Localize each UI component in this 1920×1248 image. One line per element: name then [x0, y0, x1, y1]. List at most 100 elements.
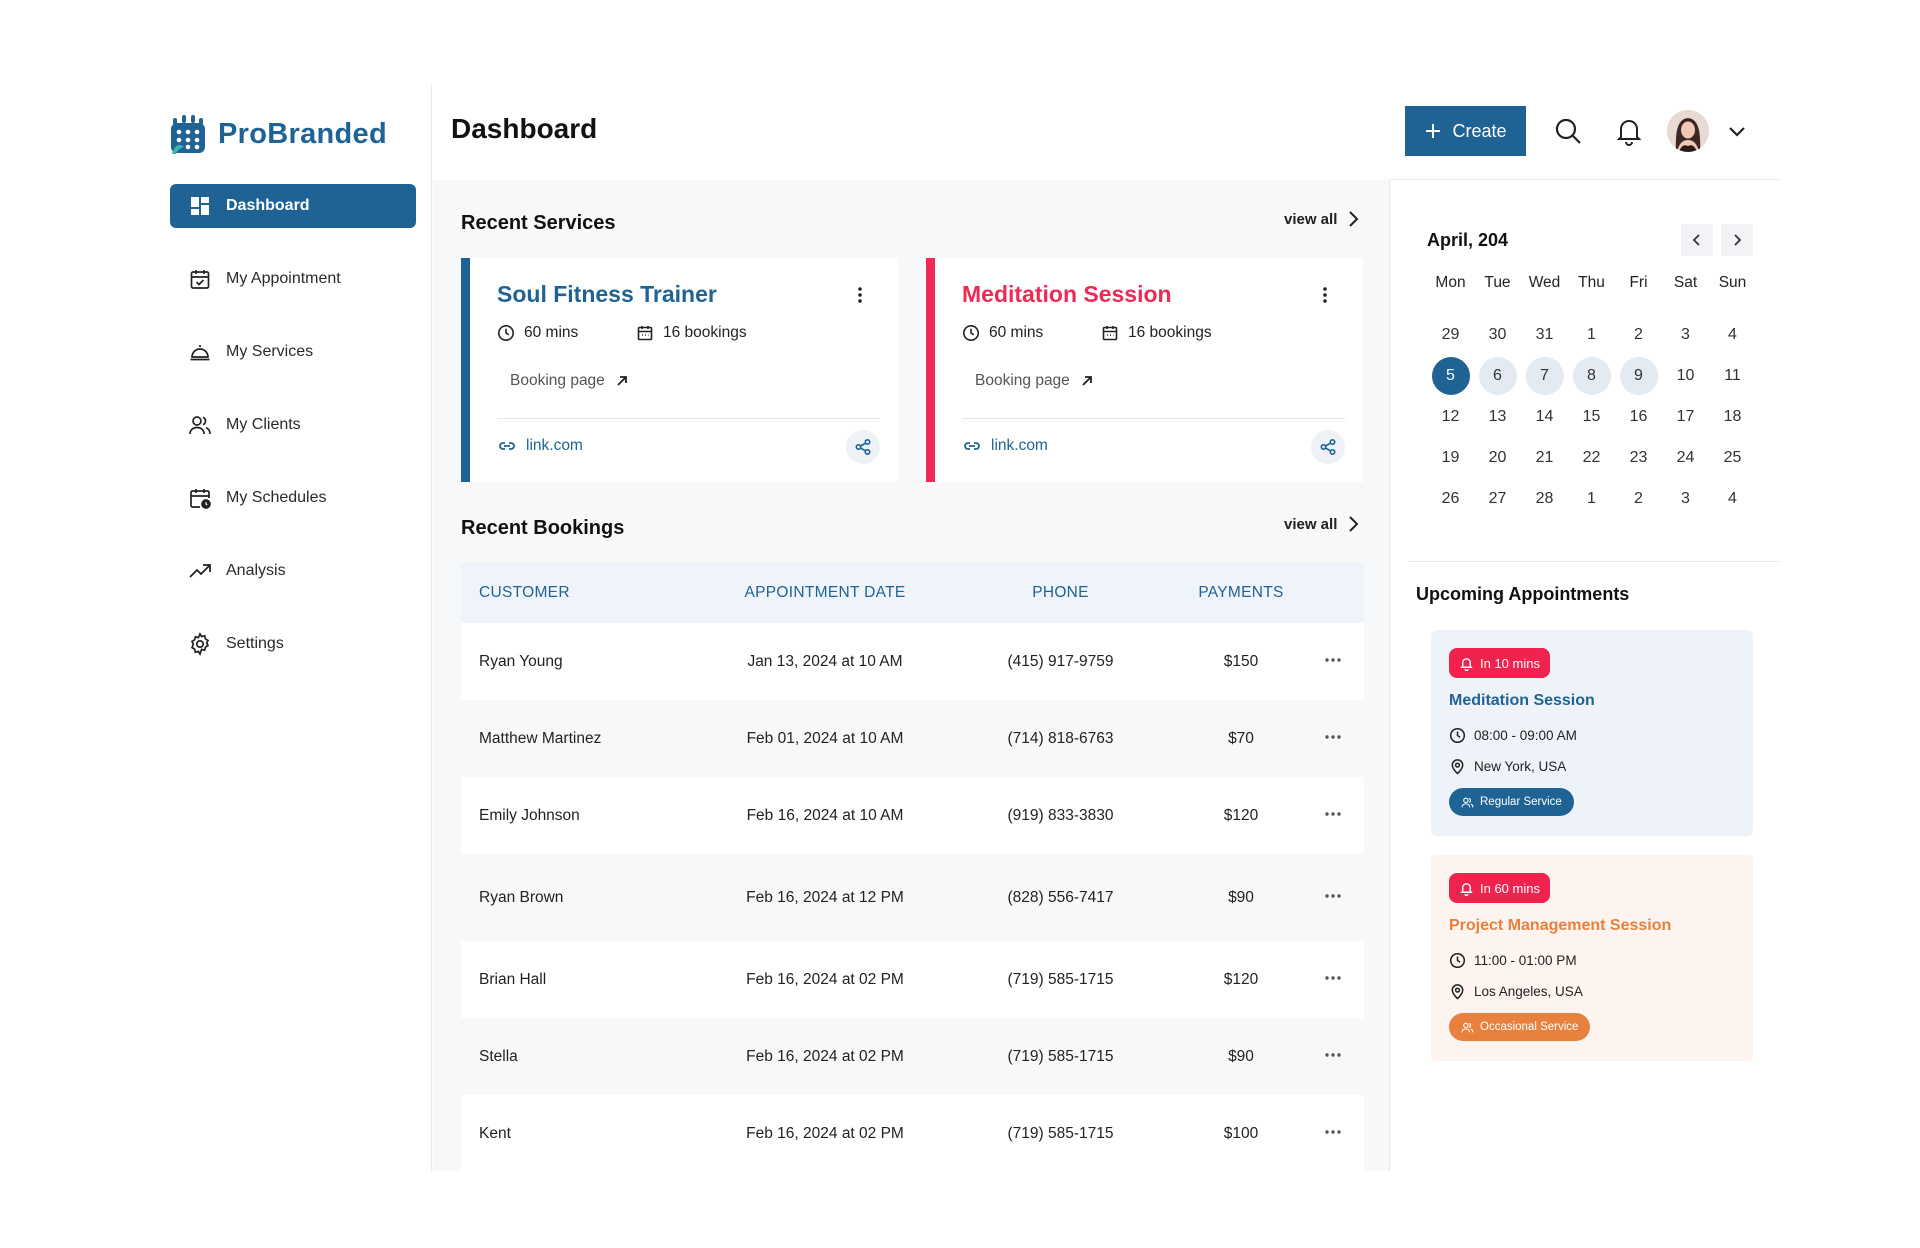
table-row[interactable]: Ryan Brown Feb 16, 2024 at 12 PM (828) 5…	[461, 854, 1364, 941]
sidebar-item-my-appointment[interactable]: My Appointment	[170, 257, 416, 301]
table-row[interactable]: Emily Johnson Feb 16, 2024 at 10 AM (919…	[461, 777, 1364, 854]
table-row[interactable]: Stella Feb 16, 2024 at 02 PM (719) 585-1…	[461, 1018, 1364, 1095]
more-vertical-icon[interactable]	[1315, 285, 1335, 305]
calendar-day[interactable]: 4	[1728, 325, 1737, 343]
calendar-day[interactable]: 2	[1634, 325, 1643, 343]
column-header-phone[interactable]: PHONE	[1032, 584, 1089, 601]
service-bookings: 16 bookings	[636, 324, 747, 342]
sidebar-item-my-schedules[interactable]: My Schedules	[170, 476, 416, 520]
share-button[interactable]	[846, 430, 880, 464]
create-button[interactable]: Create	[1405, 106, 1526, 156]
calendar-prev-button[interactable]	[1681, 224, 1713, 256]
booking-page-link[interactable]: Booking page	[510, 372, 629, 390]
column-header-date[interactable]: APPOINTMENT DATE	[744, 584, 906, 601]
calendar-day[interactable]: 23	[1629, 448, 1648, 466]
brand-logo[interactable]: ProBranded	[170, 114, 387, 154]
share-icon	[855, 438, 871, 456]
time-text: 11:00 - 01:00 PM	[1474, 953, 1577, 968]
customer-cell: Stella	[479, 1047, 518, 1065]
calendar-day[interactable]: 21	[1535, 448, 1554, 466]
calendar-day[interactable]: 12	[1441, 407, 1460, 425]
calendar-day[interactable]: 4	[1728, 489, 1737, 507]
calendar-day[interactable]: 27	[1488, 489, 1507, 507]
table-row[interactable]: Kent Feb 16, 2024 at 02 PM (719) 585-171…	[461, 1095, 1364, 1172]
calendar-day[interactable]: 22	[1582, 448, 1601, 466]
table-row[interactable]: Brian Hall Feb 16, 2024 at 02 PM (719) 5…	[461, 941, 1364, 1018]
calendar-day[interactable]: 18	[1723, 407, 1742, 425]
table-row[interactable]: Ryan Young Jan 13, 2024 at 10 AM (415) 9…	[461, 623, 1364, 700]
calendar-day-selected[interactable]: 5	[1431, 356, 1470, 395]
calendar-day[interactable]: 1	[1587, 489, 1596, 507]
service-card[interactable]: Meditation Session 60 mins 16 bookings B…	[926, 258, 1363, 482]
calendar-day[interactable]: 10	[1676, 366, 1695, 384]
customer-cell: Matthew Martinez	[479, 729, 602, 747]
calendar-day[interactable]: 29	[1441, 325, 1460, 343]
more-horizontal-icon[interactable]	[1322, 809, 1344, 823]
calendar-day-highlighted[interactable]: 6	[1478, 356, 1517, 395]
sidebar-item-my-services[interactable]: My Services	[170, 330, 416, 374]
calendar-day[interactable]: 25	[1723, 448, 1742, 466]
bookings-view-all-link[interactable]: view all	[1284, 515, 1359, 533]
table-row[interactable]: Matthew Martinez Feb 01, 2024 at 10 AM (…	[461, 700, 1364, 777]
bookings-table: CUSTOMER APPOINTMENT DATE PHONE PAYMENTS…	[461, 563, 1364, 1172]
right-column-divider	[1389, 180, 1390, 1171]
appointment-card[interactable]: In 10 mins Meditation Session 08:00 - 09…	[1431, 630, 1753, 836]
appointment-card[interactable]: In 60 mins Project Management Session 11…	[1431, 855, 1753, 1061]
sidebar-item-my-clients[interactable]: My Clients	[170, 403, 416, 447]
calendar-day[interactable]: 24	[1676, 448, 1695, 466]
calendar-day[interactable]: 28	[1535, 489, 1554, 507]
more-horizontal-icon[interactable]	[1322, 973, 1344, 987]
booking-page-link[interactable]: Booking page	[975, 372, 1094, 390]
calendar-day-highlighted[interactable]: 8	[1572, 356, 1611, 395]
calendar-day[interactable]: 2	[1634, 489, 1643, 507]
services-view-all-link[interactable]: view all	[1284, 210, 1359, 228]
chevron-down-icon[interactable]	[1724, 118, 1750, 144]
search-icon[interactable]	[1553, 116, 1583, 146]
calendar-day[interactable]: 17	[1676, 407, 1695, 425]
avatar[interactable]	[1667, 110, 1709, 152]
more-horizontal-icon[interactable]	[1322, 732, 1344, 746]
column-header-payments[interactable]: PAYMENTS	[1198, 584, 1284, 601]
recent-bookings-title: Recent Bookings	[461, 517, 625, 539]
service-link[interactable]: link.com	[497, 436, 583, 456]
sidebar-item-analysis[interactable]: Analysis	[170, 549, 416, 593]
more-horizontal-icon[interactable]	[1322, 1050, 1344, 1064]
calendar-next-button[interactable]	[1721, 224, 1753, 256]
calendar-day[interactable]: 3	[1681, 325, 1690, 343]
sidebar-item-label: Dashboard	[226, 197, 310, 214]
calendar-day[interactable]: 14	[1535, 407, 1554, 425]
share-icon	[1320, 438, 1336, 456]
calendar-day[interactable]: 1	[1587, 325, 1596, 343]
more-horizontal-icon[interactable]	[1322, 655, 1344, 669]
calendar-check-icon	[190, 270, 210, 289]
column-header-customer[interactable]: CUSTOMER	[479, 584, 570, 601]
service-card[interactable]: Soul Fitness Trainer 60 mins 16 bookings…	[461, 258, 898, 482]
calendar-day[interactable]: 3	[1681, 489, 1690, 507]
calendar-day[interactable]: 20	[1488, 448, 1507, 466]
calendar-day[interactable]: 11	[1724, 366, 1741, 384]
calendar-day-highlighted[interactable]: 7	[1525, 356, 1564, 395]
more-horizontal-icon[interactable]	[1322, 891, 1344, 905]
calendar-day[interactable]: 15	[1582, 407, 1601, 425]
calendar-day[interactable]: 13	[1488, 407, 1507, 425]
sidebar-item-dashboard[interactable]: Dashboard	[170, 184, 416, 228]
more-vertical-icon[interactable]	[850, 285, 870, 305]
calendar-day[interactable]: 31	[1535, 325, 1554, 343]
calendar-day[interactable]: 16	[1629, 407, 1648, 425]
calendar-day[interactable]: 26	[1441, 489, 1460, 507]
more-horizontal-icon[interactable]	[1322, 1127, 1344, 1141]
bell-icon[interactable]	[1614, 116, 1644, 146]
sidebar-item-settings[interactable]: Settings	[170, 622, 416, 666]
service-link[interactable]: link.com	[962, 436, 1048, 456]
calendar-day[interactable]: 30	[1488, 325, 1507, 343]
duration-text: 60 mins	[989, 324, 1044, 341]
payment-cell: $90	[1228, 888, 1254, 906]
calendar-week: 12 13 14 15 16 17 18	[1427, 396, 1757, 437]
share-button[interactable]	[1311, 430, 1345, 464]
calendar-day-highlighted[interactable]: 9	[1619, 356, 1658, 395]
calendar-clock-icon	[190, 489, 211, 509]
card-divider	[497, 418, 880, 419]
customer-cell: Kent	[479, 1124, 511, 1142]
weekday-label: Fri	[1629, 274, 1648, 291]
calendar-day[interactable]: 19	[1441, 448, 1460, 466]
